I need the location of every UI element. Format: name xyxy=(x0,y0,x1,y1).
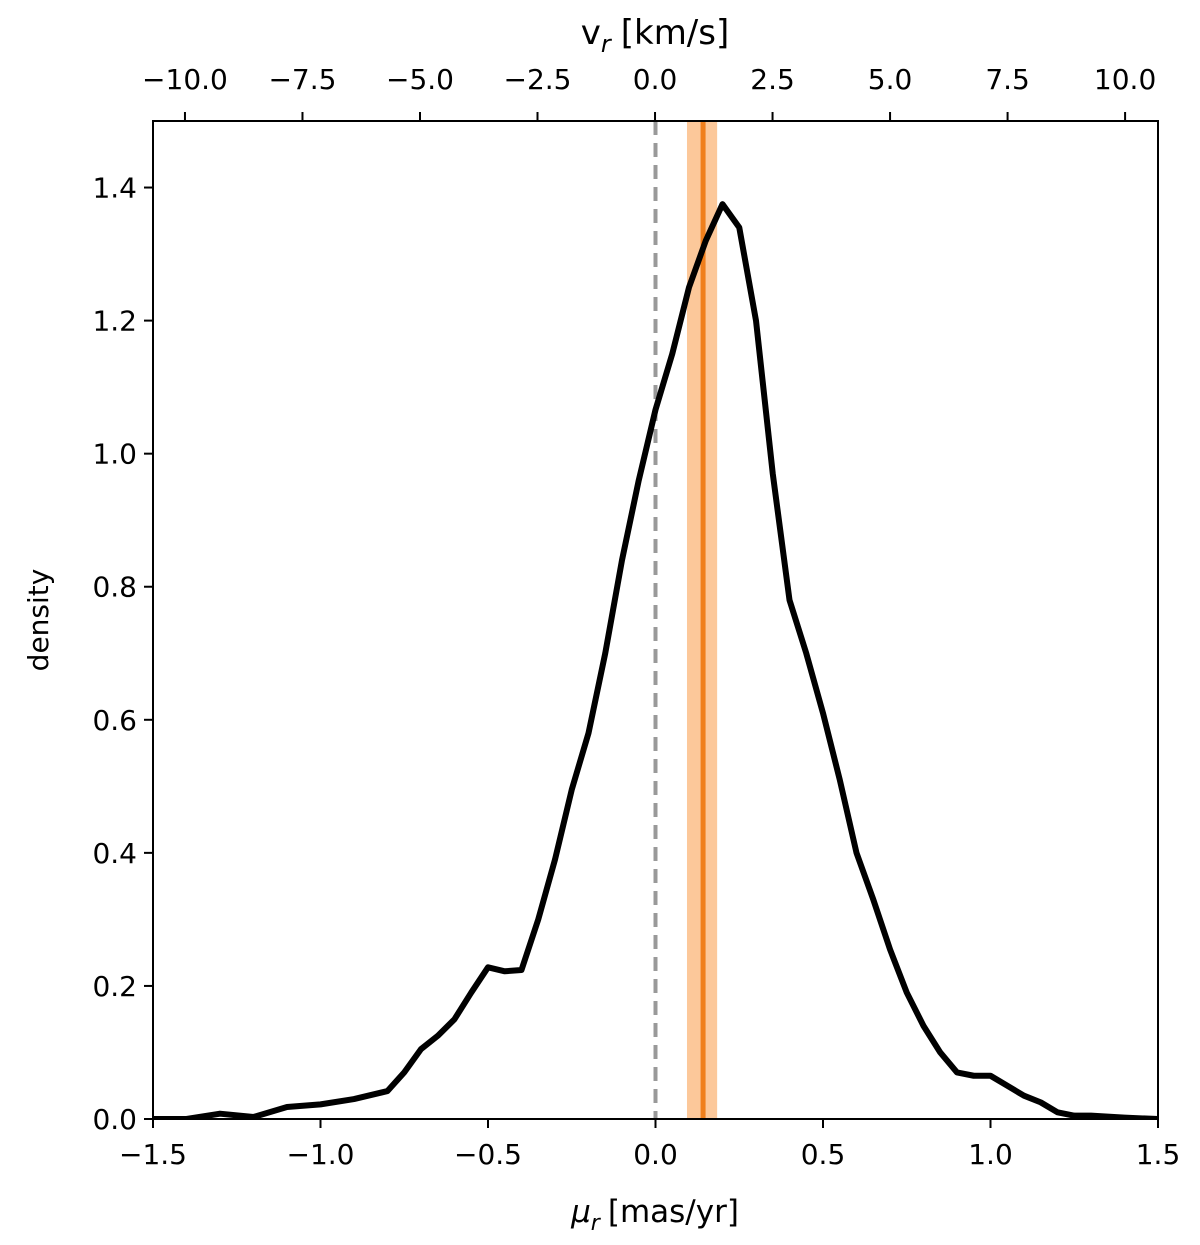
x2-tick-label: 5.0 xyxy=(868,63,913,96)
x2-label-sub: r xyxy=(601,30,613,58)
x2-tick-label: −5.0 xyxy=(386,63,454,96)
y-tick-label: 1.0 xyxy=(92,438,137,471)
x-tick-label: −1.0 xyxy=(287,1138,355,1171)
y-tick-label: 0.6 xyxy=(92,704,137,737)
x2-tick-label: 0.0 xyxy=(633,63,678,96)
x-tick-label: 1.0 xyxy=(968,1138,1013,1171)
y-tick-label: 0.4 xyxy=(92,837,137,870)
x2-tick-label: 2.5 xyxy=(750,63,795,96)
x2-axis-label: vr [km/s] xyxy=(581,13,730,58)
x2-tick-label: −10.0 xyxy=(142,63,228,96)
y-tick-label: 0.2 xyxy=(92,970,137,1003)
y-tick-label: 0.8 xyxy=(92,571,137,604)
x2-label-symbol: v xyxy=(581,13,601,53)
x-label-unit: [mas/yr] xyxy=(608,1194,739,1230)
x-axis-label: μr [mas/yr] xyxy=(570,1194,739,1236)
x2-tick-label: 7.5 xyxy=(985,63,1030,96)
density-line xyxy=(153,201,1158,1119)
x-tick-label: 0.5 xyxy=(801,1138,846,1171)
y-tick-label: 1.4 xyxy=(92,172,137,205)
x2-tick-label: −7.5 xyxy=(268,63,336,96)
x2-label-unit: [km/s] xyxy=(621,13,730,53)
x2-tick-label: −2.5 xyxy=(504,63,572,96)
x-tick-label: 0.0 xyxy=(633,1138,678,1171)
x-tick-label: −0.5 xyxy=(454,1138,522,1171)
x-tick-label: −1.5 xyxy=(119,1138,187,1171)
x-label-sub: r xyxy=(591,1211,602,1236)
x-tick-label: 1.5 xyxy=(1136,1138,1181,1171)
x2-tick-label: 10.0 xyxy=(1094,63,1156,96)
y-axis-label: density xyxy=(22,569,55,672)
y-tick-label: 0.0 xyxy=(92,1103,137,1136)
y-tick-label: 1.2 xyxy=(92,305,137,338)
x-label-symbol: μ xyxy=(570,1194,591,1230)
